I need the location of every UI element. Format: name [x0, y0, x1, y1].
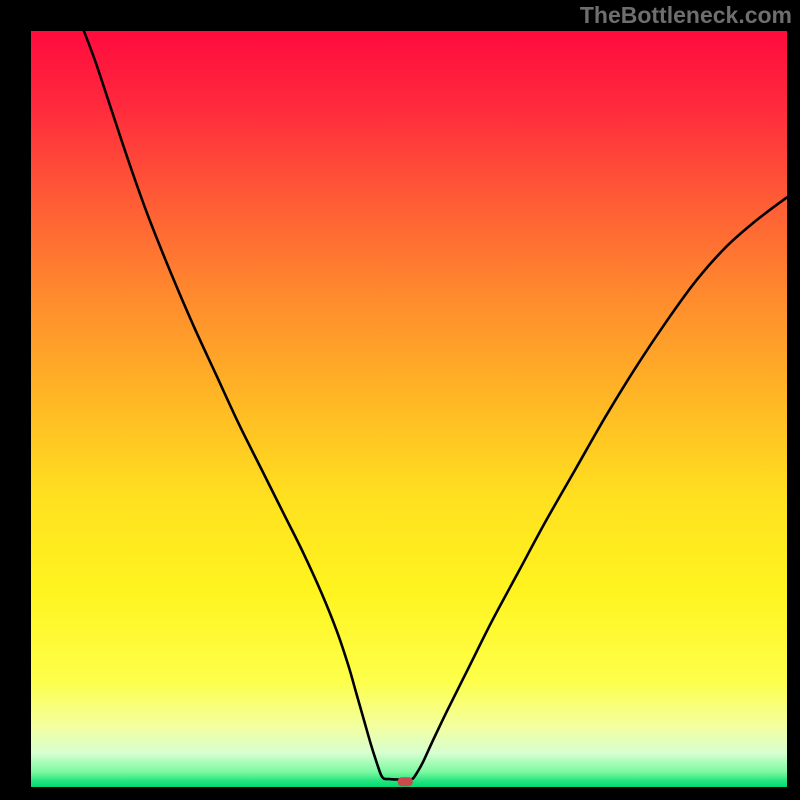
optimum-marker [398, 777, 413, 786]
plot-background [31, 31, 787, 787]
chart-stage: TheBottleneck.com [0, 0, 800, 800]
bottleneck-chart [0, 0, 800, 800]
